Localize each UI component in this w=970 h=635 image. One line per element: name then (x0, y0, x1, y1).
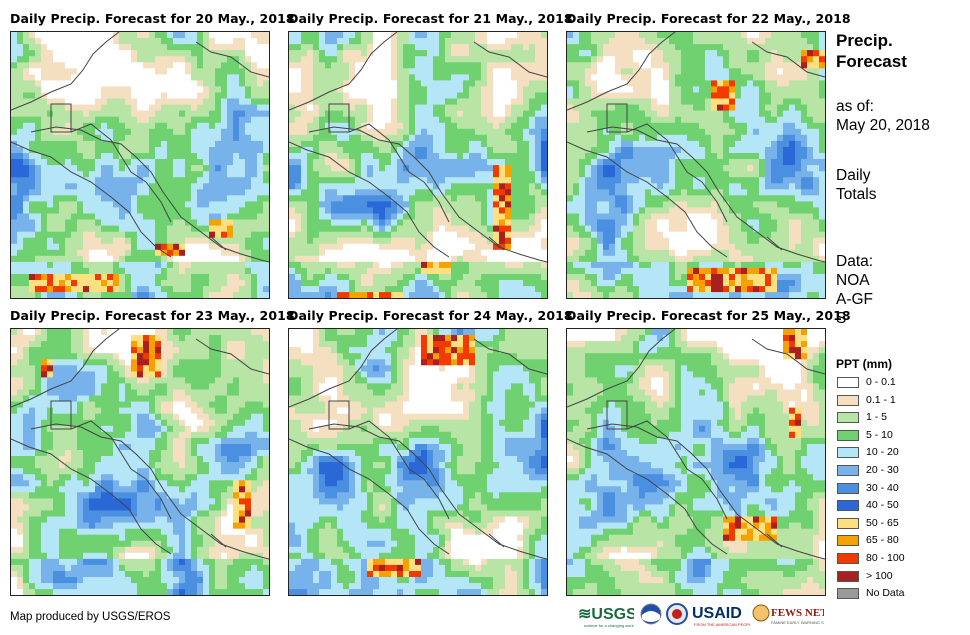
legend-swatch (837, 553, 859, 564)
forecast-map-2 (288, 31, 548, 299)
legend-swatch (837, 517, 859, 529)
usgs-logo: ≋USGS science for a changing world (578, 606, 634, 628)
legend-swatch (837, 447, 859, 459)
panel-title-5: Daily Precip. Forecast for 24 May., 2018 (288, 308, 573, 323)
legend-swatch (837, 500, 859, 512)
legend-label: No Data (866, 587, 905, 600)
legend-title: PPT (mm) (836, 357, 893, 371)
legend-swatch (837, 465, 859, 476)
asof-label: as of: (836, 98, 874, 115)
legend-swatch (837, 588, 859, 600)
legend-label: 20 - 30 (866, 464, 899, 476)
legend-label: 10 - 20 (866, 446, 899, 459)
asof-date: May 20, 2018 (836, 117, 930, 134)
daily-totals-label: Daily Totals (836, 167, 877, 203)
usaid-logo: USAID FROM THE AMERICAN PEOPLE (692, 605, 750, 627)
legend-swatch (837, 535, 859, 547)
panel-title-1: Daily Precip. Forecast for 20 May., 2018 (10, 11, 295, 26)
credit-text: Map produced by USGS/EROS (10, 611, 171, 623)
legend-swatch (837, 570, 859, 582)
legend-label: 5 - 10 (866, 428, 893, 441)
nws-logo (666, 603, 688, 625)
panel-title-2: Daily Precip. Forecast for 21 May., 2018 (288, 11, 573, 26)
forecast-map-5 (288, 328, 548, 596)
panel-title-6: Daily Precip. Forecast for 25 May., 2018 (566, 308, 851, 323)
legend-label: 65 - 80 (866, 534, 899, 547)
forecast-map-3 (566, 31, 826, 299)
legend-label: 50 - 65 (866, 516, 899, 529)
fewsnet-logo: FEWS NET FAMINE EARLY WARNING SYSTEMS NE… (752, 604, 824, 625)
noaa-logo (640, 603, 662, 625)
legend-label: 40 - 50 (866, 499, 899, 512)
legend-swatch (837, 377, 859, 388)
forecast-map-6 (566, 328, 826, 596)
forecast-map-1 (10, 31, 270, 299)
legend-swatch (837, 482, 859, 494)
data-source: NOAA-GFS (836, 272, 874, 327)
panel-title-4: Daily Precip. Forecast for 23 May., 2018 (10, 308, 295, 323)
legend-swatch (837, 429, 859, 441)
data-label: Data: (836, 253, 874, 270)
legend-label: 80 - 100 (866, 552, 905, 564)
legend-label: > 100 (866, 569, 893, 582)
legend-swatch (837, 412, 859, 424)
legend-swatch (837, 394, 859, 406)
legend-label: 0 - 0.1 (866, 376, 896, 388)
legend-label: 1 - 5 (866, 411, 888, 424)
panel-title-3: Daily Precip. Forecast for 22 May., 2018 (566, 11, 851, 26)
forecast-map-4 (10, 328, 270, 596)
legend-label: 0.1 - 1 (866, 393, 896, 406)
legend-label: 30 - 40 (866, 481, 899, 494)
side-title: Precip. Forecast (836, 31, 907, 71)
